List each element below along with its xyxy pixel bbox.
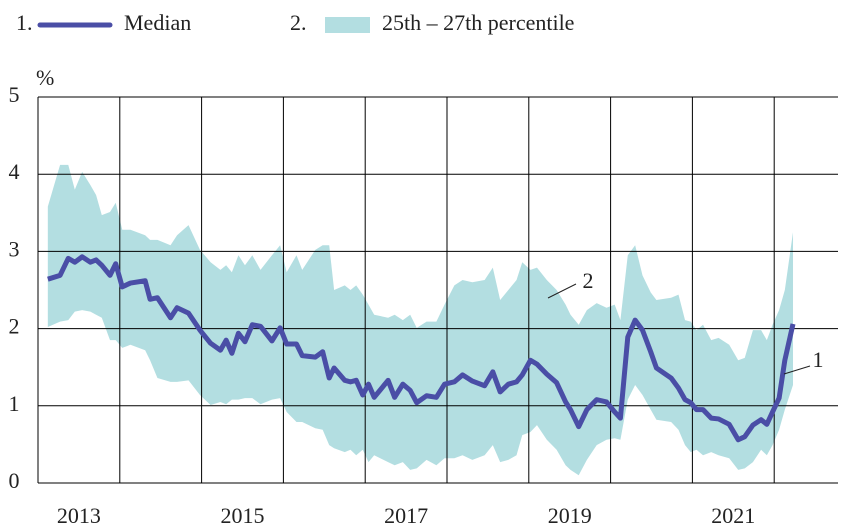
y-axis-label: % [36,65,54,90]
y-tick-label: 4 [9,159,20,184]
x-tick-label: 2019 [548,503,592,528]
y-tick-label: 5 [9,82,20,107]
legend-swatch [325,17,370,33]
legend-label: 25th – 27th percentile [382,10,574,35]
y-tick-label: 0 [9,468,20,493]
x-tick-label: 2013 [57,503,101,528]
median-line [47,254,796,443]
annotation: 1 [813,347,824,372]
legend-label: Median [124,10,191,35]
x-tick-label: 2015 [220,503,264,528]
annotation-leader [783,365,811,375]
x-tick-label: 2017 [384,503,428,528]
percentile-band [47,164,794,476]
legend-key: 1. [16,10,33,35]
annotation: 2 [583,268,594,293]
y-tick-label: 1 [9,391,20,416]
legend-key: 2. [290,10,307,35]
y-tick-label: 2 [9,314,20,339]
y-tick-label: 3 [9,236,20,261]
x-tick-label: 2021 [711,503,755,528]
annotation-leader [547,283,577,299]
